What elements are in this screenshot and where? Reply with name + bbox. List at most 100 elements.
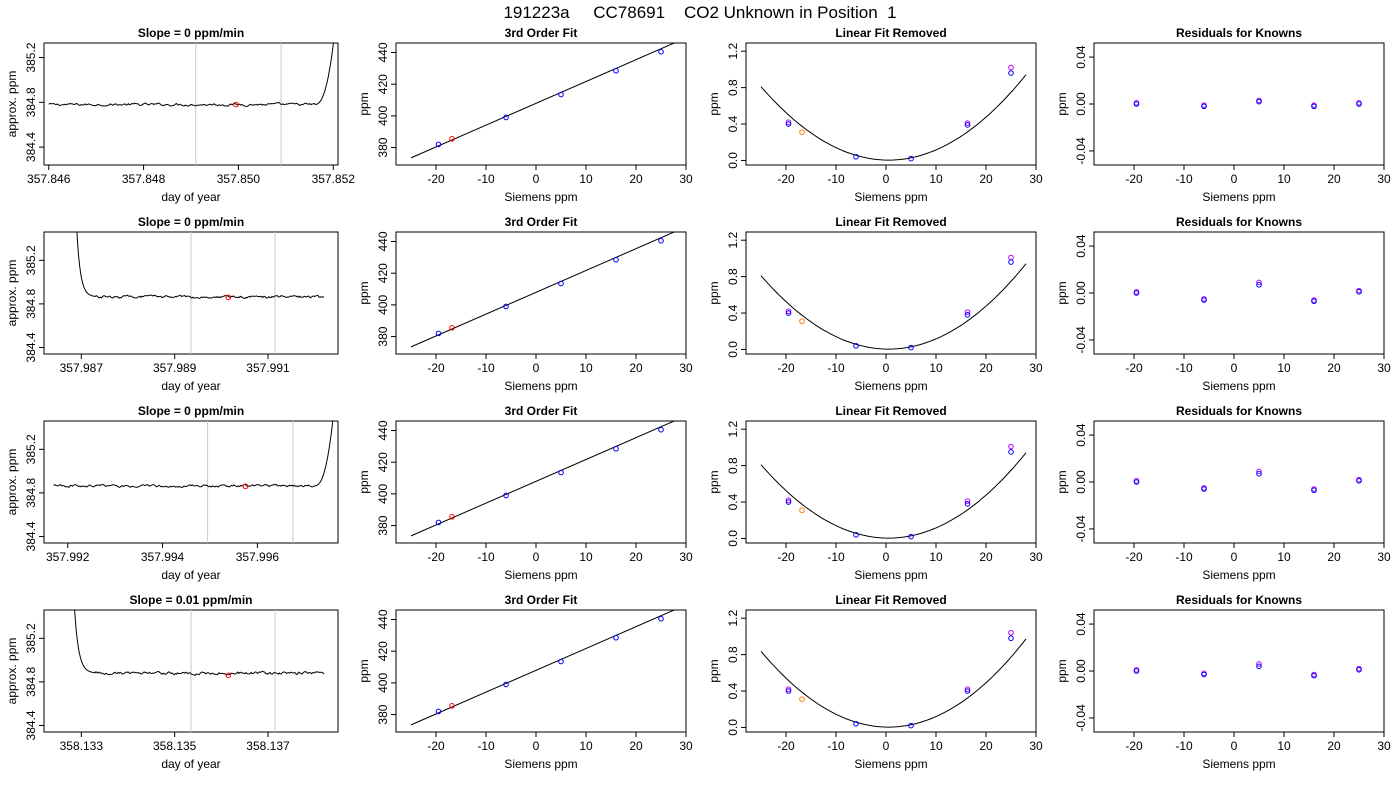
- residual-point: [1311, 487, 1317, 494]
- known-point: [558, 658, 564, 665]
- panel-3-timeseries: Slope = 0.01 ppm/min 358.133 358.135 358.13…: [5, 593, 339, 771]
- residual-point: [1356, 667, 1362, 673]
- x-tick-label: 20: [629, 739, 643, 753]
- x-tick-label: -20: [1125, 739, 1143, 753]
- x-tick-label: -20: [427, 739, 445, 753]
- x-tick-label: -20: [427, 172, 445, 186]
- predicted-point: [1256, 279, 1262, 286]
- known-point: [785, 310, 792, 316]
- panel-title: Residuals for Knowns: [1176, 26, 1302, 40]
- y-tick-label: 385.2: [24, 623, 38, 653]
- y-tick-label: 420: [376, 263, 390, 283]
- panel-3-residuals: Residuals for Knowns -20 -10 0 10 20 30 -0.04 0.…: [1055, 593, 1391, 771]
- y-tick-label: 0.4: [726, 682, 740, 699]
- y-tick-label: 0.00: [1074, 470, 1088, 494]
- panels-grid: Slope = 0 ppm/min 357.846 357.848 357.850 35…: [5, 26, 1391, 771]
- y-axis-label: ppm: [707, 281, 721, 304]
- unknown-point: [233, 101, 239, 108]
- x-tick-label: -20: [1125, 361, 1143, 375]
- unknown-point: [449, 325, 455, 331]
- unknown-point: [242, 483, 249, 490]
- residual-point: [1256, 98, 1262, 105]
- y-tick-label: 0.0: [726, 341, 740, 358]
- x-tick-label: -20: [1125, 550, 1143, 564]
- known-point: [853, 721, 859, 727]
- plot-frame: [1093, 609, 1385, 733]
- plot-frame: [395, 42, 687, 166]
- plot-frame: [1093, 42, 1385, 166]
- fit-line: [410, 232, 676, 348]
- x-tick-label: 30: [1029, 172, 1043, 186]
- y-tick-label: 0.0: [726, 152, 740, 169]
- unknown-point: [799, 507, 805, 514]
- known-point: [908, 722, 914, 729]
- known-point: [658, 615, 664, 622]
- fit-curve: [760, 74, 1027, 161]
- x-tick-label: 0: [883, 739, 890, 753]
- x-axis-label: day of year: [161, 568, 220, 582]
- residual-point: [1356, 478, 1362, 484]
- y-tick-label: 0.00: [1074, 659, 1088, 683]
- x-tick-label: 0: [1231, 550, 1238, 564]
- known-point: [558, 469, 564, 476]
- y-tick-label: 384.4: [24, 132, 38, 162]
- predicted-point: [1256, 661, 1262, 667]
- x-axis-label: Siemens ppm: [1202, 190, 1275, 204]
- x-tick-label: 20: [979, 739, 993, 753]
- x-tick-label: 0: [883, 172, 890, 186]
- y-tick-label: 0.0: [726, 719, 740, 736]
- known-point: [785, 688, 792, 694]
- y-axis-label: ppm: [1055, 92, 1069, 115]
- predicted-point: [785, 497, 792, 504]
- ppm-trace: [48, 43, 334, 108]
- residual-point: [1133, 101, 1140, 107]
- panel-title: Residuals for Knowns: [1176, 404, 1302, 418]
- x-tick-label: 20: [1327, 550, 1341, 564]
- residual-point: [1311, 298, 1317, 305]
- x-tick-label: 20: [1327, 739, 1341, 753]
- y-tick-label: 420: [376, 452, 390, 472]
- data-layer: [760, 64, 1027, 162]
- predicted-point: [964, 686, 971, 693]
- panel-title: Residuals for Knowns: [1176, 593, 1302, 607]
- y-tick-label: 400: [376, 295, 390, 315]
- data-layer: [1133, 468, 1362, 494]
- predicted-point: [964, 120, 971, 126]
- x-tick-label: -10: [1175, 739, 1193, 753]
- panel-title: Slope = 0 ppm/min: [138, 404, 244, 418]
- known-point: [613, 634, 619, 641]
- y-tick-label: 440: [376, 609, 390, 629]
- unknown-point: [799, 696, 805, 703]
- x-tick-label: 10: [579, 172, 593, 186]
- x-axis-label: Siemens ppm: [1202, 568, 1275, 582]
- x-tick-label: 10: [1277, 550, 1291, 564]
- y-axis-label: ppm: [357, 281, 371, 304]
- y-tick-label: 0.8: [726, 268, 740, 285]
- y-axis-label: ppm: [1055, 659, 1069, 682]
- x-axis-label: day of year: [161, 190, 220, 204]
- x-tick-label: 0: [883, 361, 890, 375]
- x-tick-label: 30: [679, 550, 693, 564]
- y-axis-label: ppm: [357, 659, 371, 682]
- known-point: [1008, 259, 1014, 265]
- known-point: [908, 533, 914, 540]
- plot-frame: [745, 420, 1037, 544]
- x-tick-label: 0: [1231, 172, 1238, 186]
- x-tick-label: 10: [929, 361, 943, 375]
- panel-2-linearfit: Linear Fit Removed -20 -10 0 10 20 30 0.0 0.4 0.8…: [707, 404, 1043, 582]
- x-tick-label: 0: [533, 361, 540, 375]
- x-tick-label: 0: [1231, 361, 1238, 375]
- unknown-point: [225, 294, 232, 301]
- fit-line: [410, 43, 676, 159]
- panel-title: Slope = 0 ppm/min: [138, 215, 244, 229]
- x-axis-label: day of year: [161, 379, 220, 393]
- x-tick-label: -20: [777, 361, 795, 375]
- known-point: [613, 445, 619, 452]
- panel-title: Slope = 0.01 ppm/min: [129, 593, 252, 607]
- y-tick-label: 440: [376, 231, 390, 251]
- x-tick-label: -10: [827, 361, 845, 375]
- data-layer: [76, 232, 325, 354]
- known-point: [1008, 635, 1014, 642]
- unknown-point: [449, 514, 455, 520]
- y-tick-label: 0.4: [726, 304, 740, 321]
